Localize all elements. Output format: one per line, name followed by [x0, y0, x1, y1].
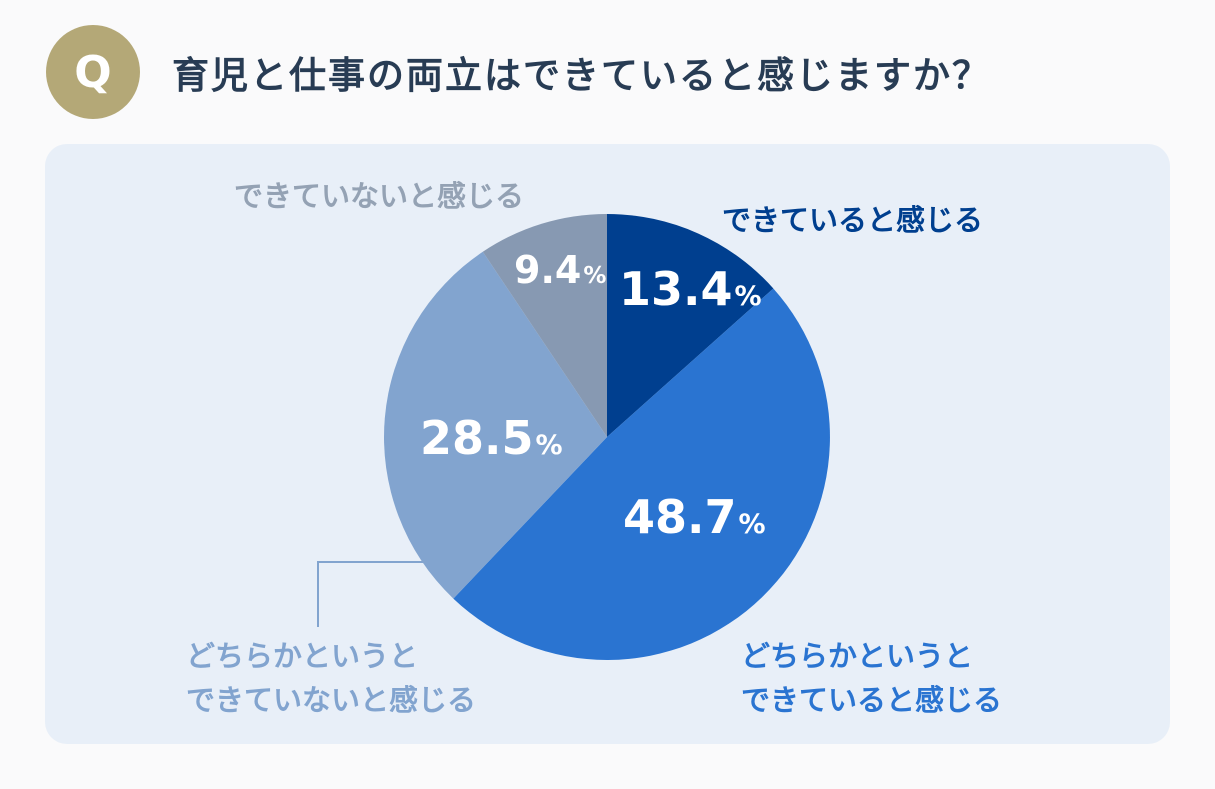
pct-value: 9.4 — [514, 248, 582, 292]
pct-label-dekiteiru: 13.4% — [619, 266, 762, 312]
leader-line — [317, 561, 432, 627]
pct-unit: % — [738, 509, 766, 540]
legend-line-1: どちらかというと — [186, 639, 419, 673]
pct-unit: % — [734, 281, 762, 312]
slice-dochiraka-dekiteiru — [453, 288, 830, 660]
pct-value: 28.5 — [420, 411, 534, 465]
legend-line-1: どちらかというと — [741, 639, 974, 673]
q-badge: Q — [46, 25, 140, 119]
pct-label-dochiraka-dekiteiru: 48.7% — [623, 494, 766, 540]
question-title: 育児と仕事の両立はできていると感じますか？ — [172, 54, 991, 97]
pct-value: 48.7 — [623, 490, 737, 544]
legend-line-2: できていると感じる — [741, 683, 1003, 717]
legend-dekiteinai: できていないと感じる — [234, 179, 525, 213]
legend-dochiraka-dekiteiru: どちらかというと できていると感じる — [741, 634, 1002, 722]
pct-label-dochiraka-dekiteinai: 28.5% — [420, 415, 563, 461]
pct-unit: % — [535, 430, 563, 461]
slice-dekiteinai — [482, 214, 607, 437]
slice-dochiraka-dekiteinai — [384, 251, 607, 599]
pct-label-dekiteinai: 9.4% — [514, 251, 606, 289]
pct-unit: % — [583, 263, 607, 289]
pct-value: 13.4 — [619, 262, 733, 316]
slice-dekiteiru — [607, 214, 774, 437]
legend-dekiteiru: できていると感じる — [722, 203, 984, 237]
legend-dochiraka-dekiteinai: どちらかというと できていないと感じる — [186, 634, 476, 722]
legend-line-2: できていないと感じる — [186, 683, 477, 717]
